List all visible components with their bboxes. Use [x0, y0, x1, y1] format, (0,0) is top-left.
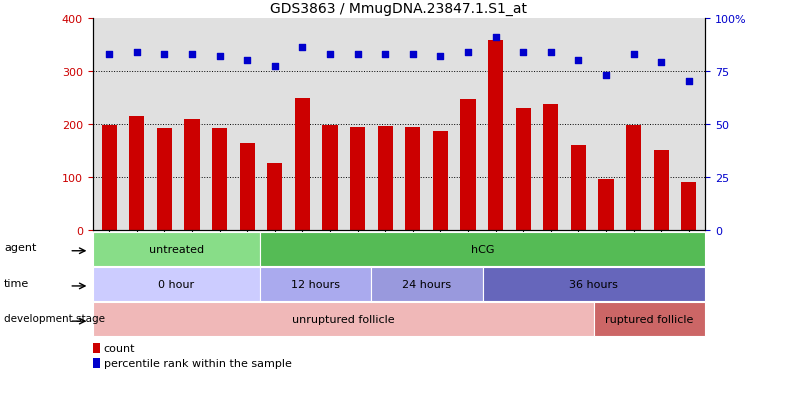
Bar	[626, 126, 641, 230]
Bar	[129, 116, 144, 230]
Bar	[598, 179, 613, 230]
Point	[131, 49, 143, 56]
Text: ruptured follicle: ruptured follicle	[605, 315, 694, 325]
Bar	[239, 144, 255, 230]
Text: count: count	[104, 343, 135, 353]
Bar	[268, 163, 282, 230]
Text: time: time	[4, 278, 29, 288]
Text: percentile rank within the sample: percentile rank within the sample	[104, 358, 292, 368]
Point	[654, 60, 667, 66]
Point	[241, 58, 254, 64]
Bar	[488, 41, 503, 230]
Bar	[681, 182, 696, 230]
Point	[213, 53, 226, 60]
Text: 0 hour: 0 hour	[158, 280, 194, 290]
Point	[185, 51, 198, 58]
Bar	[543, 104, 559, 230]
Point	[323, 51, 336, 58]
Point	[158, 51, 171, 58]
Text: unruptured follicle: unruptured follicle	[292, 315, 395, 325]
Bar	[516, 109, 530, 230]
Point	[103, 51, 116, 58]
Text: untreated: untreated	[148, 244, 204, 254]
Point	[379, 51, 392, 58]
Bar	[260, 268, 371, 301]
Bar	[371, 268, 483, 301]
Bar	[377, 127, 393, 230]
Text: agent: agent	[4, 243, 36, 253]
Bar	[93, 268, 260, 301]
Text: 12 hours: 12 hours	[291, 280, 340, 290]
Bar	[93, 358, 100, 368]
Bar	[571, 145, 586, 230]
Bar	[460, 100, 476, 230]
Point	[489, 34, 502, 41]
Point	[351, 51, 364, 58]
Point	[517, 49, 530, 56]
Bar	[157, 129, 172, 230]
Bar	[93, 233, 260, 266]
Point	[544, 49, 557, 56]
Bar	[260, 233, 705, 266]
Bar	[102, 126, 117, 230]
Point	[296, 45, 309, 52]
Point	[268, 64, 281, 71]
Point	[572, 58, 585, 64]
Point	[406, 51, 419, 58]
Bar	[185, 119, 200, 230]
Bar	[433, 132, 448, 230]
Bar	[483, 268, 705, 301]
Text: GDS3863 / MmugDNA.23847.1.S1_at: GDS3863 / MmugDNA.23847.1.S1_at	[271, 2, 527, 16]
Bar	[654, 151, 669, 230]
Point	[462, 49, 475, 56]
Point	[627, 51, 640, 58]
Bar	[93, 303, 594, 337]
Bar	[93, 343, 100, 353]
Text: development stage: development stage	[4, 313, 105, 323]
Bar	[295, 99, 310, 230]
Bar	[322, 126, 338, 230]
Text: 36 hours: 36 hours	[569, 280, 618, 290]
Point	[434, 53, 447, 60]
Bar	[405, 128, 421, 230]
Point	[600, 73, 613, 79]
Bar	[594, 303, 705, 337]
Text: 24 hours: 24 hours	[402, 280, 451, 290]
Bar	[212, 129, 227, 230]
Bar	[350, 128, 365, 230]
Text: hCG: hCG	[471, 244, 494, 254]
Point	[682, 79, 695, 85]
